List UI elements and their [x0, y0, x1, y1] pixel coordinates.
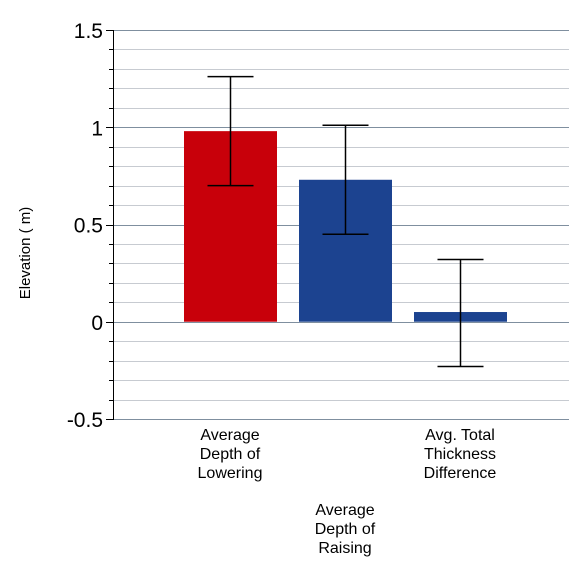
category-label-line: Thickness	[424, 446, 496, 463]
category-label-line: Difference	[424, 465, 497, 482]
category-label-line: Lowering	[198, 465, 263, 482]
error-bar-2	[437, 258, 484, 368]
y-tick-label: -0.5	[67, 409, 103, 432]
x-category-labels: Average Depth of Lowering Average Depth of Ra…	[198, 427, 497, 557]
errorbars-layer	[207, 75, 484, 368]
bars-layer	[184, 131, 507, 322]
x-category-label-1: Average Depth of Raising	[315, 502, 376, 557]
error-bar-0	[207, 75, 254, 187]
category-label-line: Average	[315, 502, 374, 519]
category-label-line: Depth of	[315, 521, 376, 538]
x-category-label-2: Avg. Total Thickness Difference	[424, 427, 497, 482]
y-tick-label: 1.5	[74, 20, 103, 43]
y-tick-label: 1	[91, 117, 103, 140]
category-label-line: Average	[200, 427, 259, 444]
x-category-label-0: Average Depth of Lowering	[198, 427, 263, 482]
category-label-line: Avg. Total	[425, 427, 495, 444]
category-label-line: Raising	[318, 540, 371, 557]
error-bar-1	[322, 124, 369, 235]
category-label-line: Depth of	[200, 446, 261, 463]
y-axis-title: Elevation ( m)	[17, 207, 34, 300]
y-tick-label: 0.5	[74, 215, 103, 238]
axis-layer	[106, 30, 114, 420]
y-tick-labels: -0.5 0 0.5 1 1.5	[67, 20, 103, 432]
y-tick-label: 0	[91, 312, 103, 335]
